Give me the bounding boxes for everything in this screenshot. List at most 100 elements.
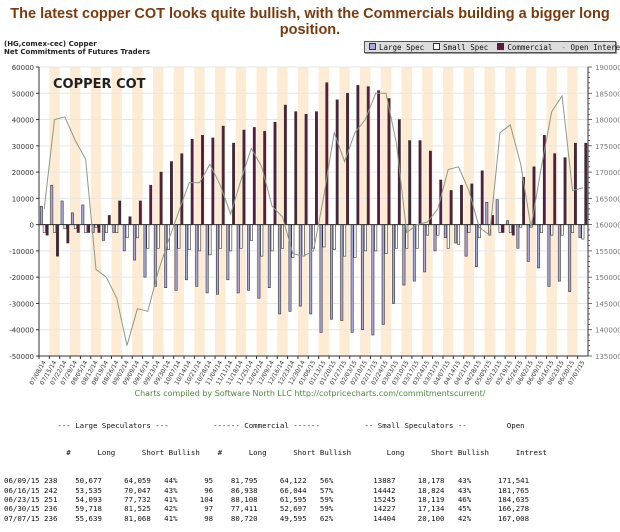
bar-large-spec: [309, 224, 313, 315]
right-tick-label: 165000: [595, 195, 620, 203]
bar-commercial: [107, 215, 111, 225]
bar-small-spec: [467, 224, 471, 233]
bar-large-spec: [361, 224, 364, 331]
bar-large-spec: [568, 224, 572, 292]
bar-large-spec: [267, 224, 271, 288]
bar-large-spec: [247, 224, 250, 291]
bar-commercial: [377, 90, 381, 225]
bar-large-spec: [433, 224, 437, 252]
subtitle-line-2: Net Commitments of Futures Traders: [4, 48, 151, 56]
right-tick-label: 155000: [595, 248, 620, 256]
bar-large-spec: [454, 224, 458, 244]
shaded-band: [70, 67, 81, 356]
shaded-band: [256, 67, 267, 356]
bar-commercial: [315, 111, 318, 225]
bar-large-spec: [412, 224, 416, 282]
bar-small-spec: [281, 224, 284, 249]
bar-small-spec: [446, 224, 450, 249]
bar-small-spec: [353, 224, 357, 258]
shaded-band: [463, 67, 475, 356]
bar-small-spec: [260, 224, 264, 257]
bar-commercial: [169, 161, 173, 225]
shaded-band: [215, 67, 226, 356]
bar-small-spec: [177, 224, 181, 249]
shaded-band: [380, 67, 392, 356]
left-tick-label: 0: [30, 222, 34, 230]
bar-commercial: [242, 129, 246, 225]
bar-small-spec: [332, 224, 336, 250]
legend-item-large-spec: Large Spec: [369, 42, 424, 52]
legend-item-commercial: Commercial: [497, 42, 552, 52]
bar-small-spec: [581, 224, 585, 240]
bar-large-spec: [102, 224, 105, 241]
shaded-band: [90, 67, 102, 356]
bar-small-spec: [395, 224, 398, 249]
bar-commercial: [573, 142, 577, 225]
bar-large-spec: [340, 224, 344, 321]
bar-commercial: [563, 157, 567, 225]
bar-commercial: [449, 190, 453, 225]
bar-small-spec: [426, 224, 429, 236]
bar-commercial: [553, 153, 557, 225]
right-tick-label: 190000: [595, 64, 620, 72]
bar-commercial: [118, 200, 122, 225]
left-tick-label: -20000: [9, 274, 34, 282]
bar-large-spec: [516, 224, 520, 249]
bar-large-spec: [350, 224, 354, 333]
bar-large-spec: [39, 205, 43, 225]
open-interest-line-swatch: -: [561, 43, 571, 52]
bar-commercial: [366, 86, 370, 225]
shaded-band: [546, 67, 557, 356]
table-row: 06/23/15 251 54,093 77,732 41% 104 88,10…: [4, 494, 530, 504]
bar-small-spec: [508, 224, 512, 233]
shaded-band: [484, 67, 495, 356]
bar-large-spec: [506, 220, 509, 225]
bar-large-spec: [143, 224, 147, 278]
bar-large-spec: [50, 184, 54, 225]
bar-commercial: [460, 184, 463, 225]
bar-commercial: [584, 142, 588, 225]
bar-large-spec: [537, 224, 541, 269]
bar-commercial: [221, 125, 225, 225]
bar-large-spec: [578, 224, 582, 239]
bar-large-spec: [257, 224, 261, 299]
bar-small-spec: [270, 224, 274, 252]
left-tick-label: 30000: [12, 143, 34, 151]
bar-small-spec: [343, 224, 347, 257]
shaded-band: [422, 67, 433, 356]
bar-small-spec: [457, 224, 461, 245]
bar-commercial: [128, 216, 132, 225]
bar-large-spec: [278, 224, 282, 315]
shaded-band: [49, 67, 60, 356]
left-tick-label: -40000: [9, 327, 34, 335]
bar-large-spec: [557, 224, 561, 282]
bar-large-spec: [319, 224, 323, 333]
bar-commercial: [56, 224, 59, 257]
bar-small-spec: [198, 224, 202, 252]
credit-line: Charts compiled by Software North LLC ht…: [134, 389, 486, 398]
bar-small-spec: [415, 224, 419, 249]
shaded-band: [111, 67, 122, 356]
bar-large-spec: [464, 224, 468, 257]
shaded-band: [277, 67, 288, 356]
bar-large-spec: [381, 224, 385, 325]
shaded-band: [505, 67, 516, 356]
bar-small-spec: [363, 224, 367, 252]
bar-small-spec: [125, 224, 129, 239]
bar-commercial: [356, 85, 360, 225]
bar-small-spec: [104, 224, 108, 233]
subtitle-line-1: (HG,comex-cec) Copper: [4, 40, 97, 48]
bar-small-spec: [63, 224, 67, 229]
bar-small-spec: [374, 224, 378, 252]
bar-commercial: [511, 224, 515, 236]
right-tick-label: 145000: [595, 300, 620, 308]
bar-small-spec: [53, 224, 57, 233]
bar-small-spec: [136, 224, 139, 239]
bar-small-spec: [229, 224, 233, 252]
axes: 60000 50000 40000 30000 20000 10000 0 -10000 -20…: [9, 64, 620, 386]
bar-large-spec: [526, 224, 530, 262]
bar-commercial: [480, 170, 484, 225]
shaded-band: [132, 67, 143, 356]
shaded-band: [297, 67, 309, 356]
data-table: --- Large Speculators --- ------ Commerc…: [4, 402, 547, 532]
